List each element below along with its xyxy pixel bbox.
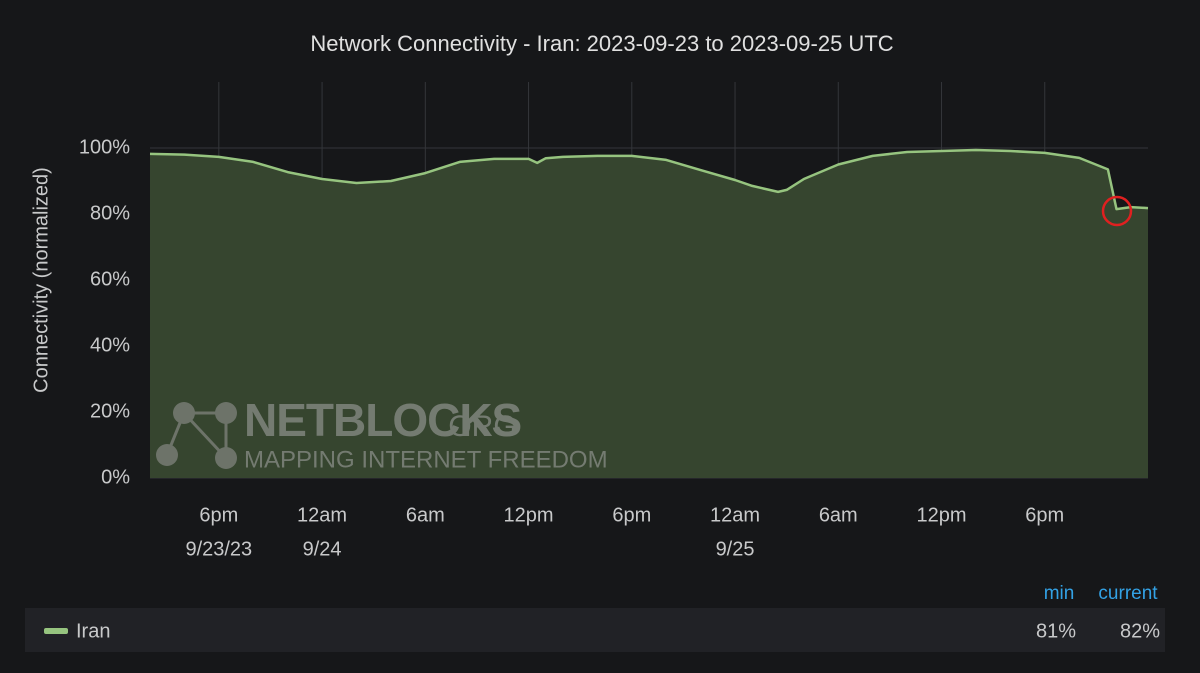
area — [150, 150, 1148, 478]
y-tick-label: 0% — [101, 466, 130, 488]
x-tick-label: 6am — [406, 504, 445, 526]
legend-row — [25, 608, 1165, 652]
x-tick-label: 9/23/23 — [185, 538, 252, 560]
y-tick-label: 80% — [90, 202, 130, 224]
y-tick-label: 40% — [90, 334, 130, 356]
x-tick-label: 9/25 — [716, 538, 755, 560]
legend-label[interactable]: Iran — [76, 620, 110, 642]
x-tick-label: 6pm — [199, 504, 238, 526]
x-tick-label: 12am — [710, 504, 760, 526]
x-tick-label: 6pm — [1025, 504, 1064, 526]
legend-header: min — [1044, 583, 1075, 604]
x-tick-label: 12pm — [917, 504, 967, 526]
x-tick-label: 6am — [819, 504, 858, 526]
y-tick-label: 100% — [79, 136, 130, 158]
x-tick-label: 12am — [297, 504, 347, 526]
line — [149, 148, 1149, 211]
logo-nodes — [156, 402, 237, 469]
plot — [149, 148, 1149, 478]
watermark: NETBLOCKS .ORG MAPPING INTERNET FREEDOM — [156, 394, 608, 473]
watermark-tagline: MAPPING INTERNET FREEDOM — [244, 446, 608, 473]
x-tick-label: 12pm — [504, 504, 554, 526]
y-tick-label: 20% — [90, 400, 130, 422]
legend-header: current — [1098, 583, 1158, 604]
watermark-suffix: .ORG — [440, 410, 517, 443]
legend-swatch — [44, 628, 68, 634]
watermark-text: NETBLOCKS — [244, 394, 521, 446]
y-axis-label: Connectivity (normalized) — [30, 167, 52, 393]
chart-title: Network Connectivity - Iran: 2023-09-23 … — [310, 31, 893, 56]
highlight-circle — [1101, 195, 1133, 227]
legend-value: 82% — [1120, 620, 1160, 642]
x-tick-label: 9/24 — [303, 538, 342, 560]
legend-value: 81% — [1036, 620, 1076, 642]
x-tick-label: 6pm — [612, 504, 651, 526]
y-tick-label: 60% — [90, 268, 130, 290]
